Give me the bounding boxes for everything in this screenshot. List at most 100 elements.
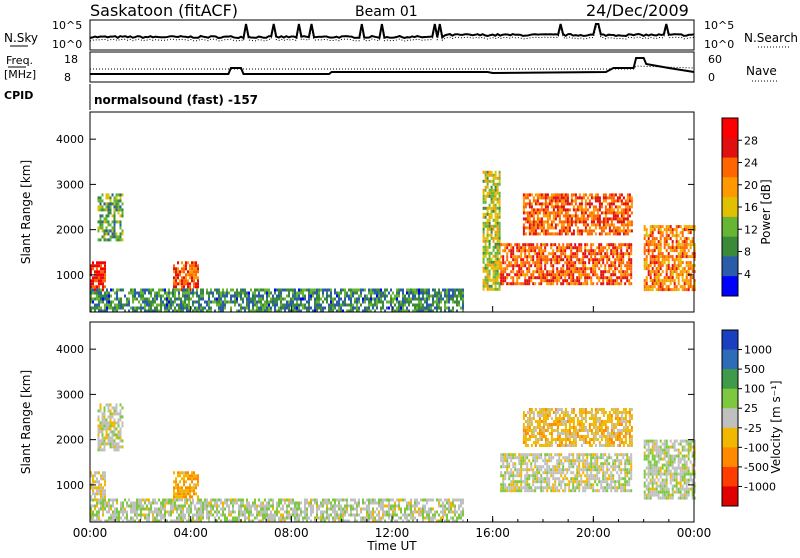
echo-cell [440, 309, 442, 313]
echo-cell [683, 282, 686, 286]
echo-cell [444, 306, 446, 310]
echo-cell [542, 477, 545, 481]
echo-cell [522, 453, 525, 457]
echo-cell [630, 258, 633, 262]
echo-cell [198, 306, 200, 310]
echo-cell [602, 261, 605, 265]
echo-cell [614, 270, 617, 274]
echo-cell [98, 516, 100, 520]
echo-cell [651, 231, 654, 235]
echo-cell [622, 258, 625, 262]
echo-cell [122, 519, 124, 523]
echo-cell [121, 211, 124, 215]
echo-cell [524, 282, 527, 286]
echo-cell [109, 403, 112, 407]
echo-cell [534, 208, 537, 212]
echo-cell [630, 246, 633, 250]
echo-cell [679, 273, 682, 277]
power-colorbar-tick: 8 [744, 246, 751, 259]
echo-cell [440, 504, 442, 508]
echo-cell [558, 471, 561, 475]
echo-cell [109, 202, 112, 206]
echo-cell [566, 229, 569, 233]
echo-cell [183, 285, 185, 289]
echo-cell [180, 507, 182, 511]
echo-cell [594, 255, 597, 259]
echo-cell [588, 276, 591, 280]
echo-cell [536, 456, 539, 460]
echo-cell [438, 300, 440, 304]
echo-cell [97, 205, 100, 209]
echo-cell [671, 231, 674, 235]
echo-cell [98, 309, 100, 313]
echo-cell [368, 513, 370, 517]
echo-cell [494, 194, 497, 198]
echo-cell [524, 217, 527, 221]
echo-cell [294, 504, 296, 508]
echo-cell [572, 214, 575, 218]
echo-cell [372, 516, 374, 520]
echo-cell [568, 486, 571, 490]
echo-cell [266, 288, 268, 292]
echo-cell [606, 223, 609, 227]
echo-cell [669, 267, 672, 271]
echo-cell [326, 507, 328, 511]
echo-cell [518, 471, 521, 475]
echo-cell [681, 285, 684, 289]
echo-cell [370, 513, 372, 517]
echo-cell [105, 433, 108, 437]
echo-cell [514, 243, 517, 247]
echo-cell [458, 288, 460, 292]
echo-cell [594, 223, 597, 227]
echo-cell [687, 279, 690, 283]
echo-cell [170, 519, 172, 523]
echo-cell [424, 288, 426, 292]
echo-cell [522, 208, 525, 212]
echo-cell [462, 510, 464, 514]
echo-cell [284, 501, 286, 505]
echo-cell [182, 516, 184, 520]
echo-cell [610, 202, 613, 206]
echo-cell [626, 202, 629, 206]
echo-cell [152, 297, 154, 301]
echo-cell [691, 285, 694, 289]
echo-cell [562, 208, 565, 212]
echo-cell [144, 297, 146, 301]
echo-cell [679, 270, 682, 274]
echo-cell [548, 223, 551, 227]
echo-cell [522, 226, 525, 230]
echo-cell [113, 433, 116, 437]
echo-cell [446, 513, 448, 517]
echo-cell [106, 309, 108, 313]
echo-cell [420, 288, 422, 292]
echo-cell [402, 294, 404, 298]
echo-cell [462, 297, 464, 301]
echo-cell [276, 504, 278, 508]
echo-cell [238, 516, 240, 520]
echo-cell [102, 273, 104, 277]
echo-cell [320, 513, 322, 517]
echo-cell [675, 228, 678, 232]
echo-cell [306, 300, 308, 304]
echo-cell [106, 291, 108, 295]
echo-cell [181, 261, 183, 265]
echo-cell [362, 519, 364, 523]
echo-cell [578, 270, 581, 274]
echo-cell [304, 507, 306, 511]
echo-cell [582, 214, 585, 218]
echo-cell [316, 507, 318, 511]
echo-cell [196, 507, 198, 511]
echo-cell [512, 270, 515, 274]
echo-cell [390, 519, 392, 523]
echo-cell [192, 300, 194, 304]
echo-cell [250, 504, 252, 508]
echo-cell [182, 507, 184, 511]
echo-cell [246, 498, 248, 502]
echo-cell [620, 258, 623, 262]
echo-cell [326, 510, 328, 514]
echo-cell [107, 229, 110, 233]
echo-cell [624, 282, 627, 286]
power-colorbar-tick: 24 [744, 157, 758, 170]
echo-cell [645, 249, 648, 253]
echo-cell [558, 489, 561, 493]
